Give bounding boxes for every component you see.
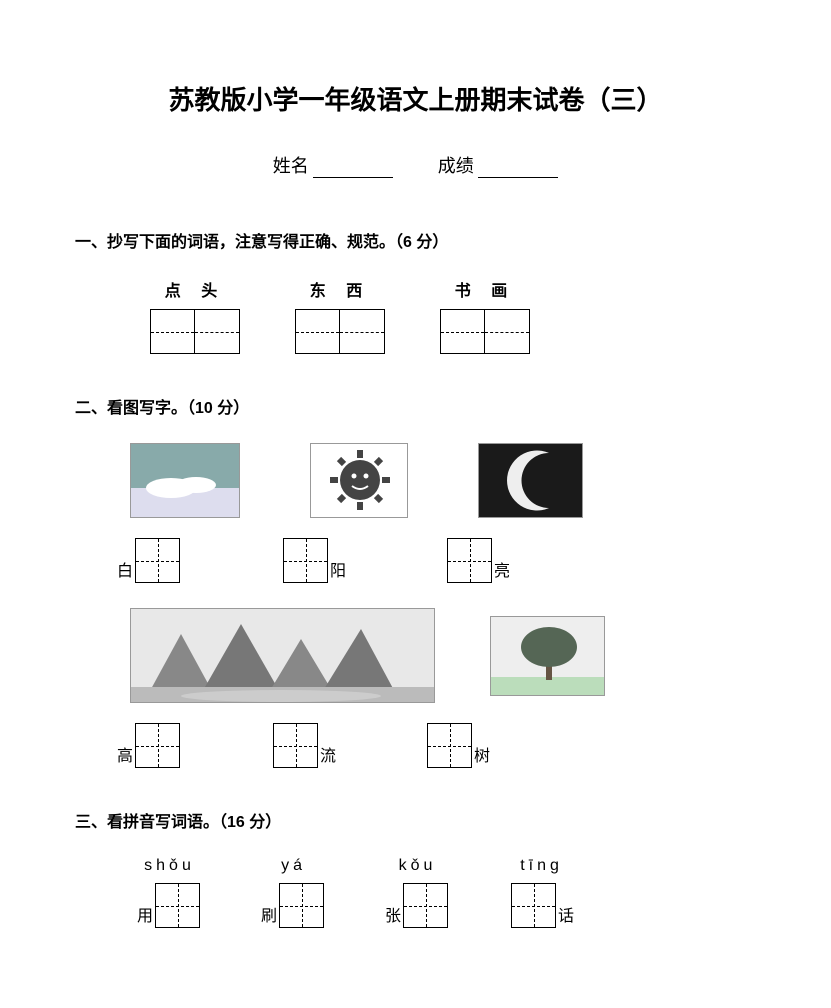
s3-box-3[interactable] [403, 883, 448, 928]
score-label: 成绩 [438, 156, 474, 176]
s3-pre-1: 用 [137, 902, 153, 926]
s2-r2-box-3[interactable] [427, 723, 472, 768]
s3-pinyin-1: shǒu [135, 857, 204, 875]
s2-boxes-row2: 高 流 树 [75, 723, 756, 768]
s2-r1-post-3: 亮 [494, 557, 510, 581]
s3-box-1[interactable] [155, 883, 200, 928]
section-3: 三、看拼音写词语。（16 分） shǒu 用 yá 刷 kǒu [75, 808, 756, 928]
s1-boxes-3[interactable] [440, 309, 530, 354]
section-1-heading: 一、抄写下面的词语，注意写得正确、规范。（6 分） [75, 228, 756, 252]
s2-r1-post-2: 阳 [330, 557, 346, 581]
s1-item-3: 书 画 [440, 277, 530, 354]
moon-image-icon [478, 443, 583, 518]
section-1: 一、抄写下面的词语，注意写得正确、规范。（6 分） 点 头 东 西 书 画 [75, 228, 756, 354]
s3-pre-2: 刷 [261, 902, 277, 926]
s1-boxes-1[interactable] [150, 309, 240, 354]
name-blank[interactable] [313, 177, 393, 178]
s3-post-4: 话 [558, 902, 574, 926]
s2-r2-item-2: 流 [269, 723, 338, 768]
s3-row: shǒu 用 yá 刷 kǒu 张 [75, 857, 756, 928]
s2-r1-box-3[interactable] [447, 538, 492, 583]
s2-r2-pre-1: 高 [117, 742, 133, 766]
s1-boxes-2[interactable] [295, 309, 385, 354]
s2-r2-box-1[interactable] [135, 723, 180, 768]
s3-item-4: tīng 话 [507, 857, 576, 928]
s3-pinyin-3: kǒu [383, 857, 452, 875]
sun-image-icon [310, 443, 408, 518]
s2-r1-box-2[interactable] [283, 538, 328, 583]
s3-box-4[interactable] [511, 883, 556, 928]
s2-images-row2 [75, 608, 756, 703]
section-3-heading: 三、看拼音写词语。（16 分） [75, 808, 756, 832]
page: 苏教版小学一年级语文上册期末试卷（三） 姓名 成绩 一、抄写下面的词语，注意写得… [0, 0, 831, 1008]
s3-box-2[interactable] [279, 883, 324, 928]
s2-r2-item-3: 树 [423, 723, 492, 768]
s2-images-row1 [75, 443, 756, 518]
tree-image-icon [490, 616, 605, 696]
s2-r2-post-3: 树 [474, 742, 490, 766]
s2-r2-post-2: 流 [320, 742, 336, 766]
exam-title: 苏教版小学一年级语文上册期末试卷（三） [75, 80, 756, 117]
s1-word-1: 点 头 [150, 277, 240, 301]
name-label: 姓名 [273, 156, 309, 176]
s2-r2-item-1: 高 [115, 723, 184, 768]
section-2-heading: 二、看图写字。（10 分） [75, 394, 756, 418]
s2-r1-item-3: 亮 [443, 538, 512, 583]
s2-r1-item-2: 阳 [279, 538, 348, 583]
s3-item-1: shǒu 用 [135, 857, 204, 928]
s2-r2-box-2[interactable] [273, 723, 318, 768]
s2-r1-pre-1: 白 [117, 557, 133, 581]
mountain-river-image-icon [130, 608, 435, 703]
section-2: 二、看图写字。（10 分） 白 阳 [75, 394, 756, 768]
s2-r1-box-1[interactable] [135, 538, 180, 583]
section-1-row: 点 头 东 西 书 画 [75, 277, 756, 354]
cloud-image-icon [130, 443, 240, 518]
s3-pre-3: 张 [385, 902, 401, 926]
s1-item-1: 点 头 [150, 277, 240, 354]
s1-item-2: 东 西 [295, 277, 385, 354]
s3-pinyin-4: tīng [507, 857, 576, 875]
name-score-line: 姓名 成绩 [75, 152, 756, 178]
score-blank[interactable] [478, 177, 558, 178]
s1-word-3: 书 画 [440, 277, 530, 301]
s3-item-3: kǒu 张 [383, 857, 452, 928]
s3-item-2: yá 刷 [259, 857, 328, 928]
s2-r1-item-1: 白 [115, 538, 184, 583]
s1-word-2: 东 西 [295, 277, 385, 301]
s3-pinyin-2: yá [259, 857, 328, 875]
s2-boxes-row1: 白 阳 亮 [75, 538, 756, 583]
